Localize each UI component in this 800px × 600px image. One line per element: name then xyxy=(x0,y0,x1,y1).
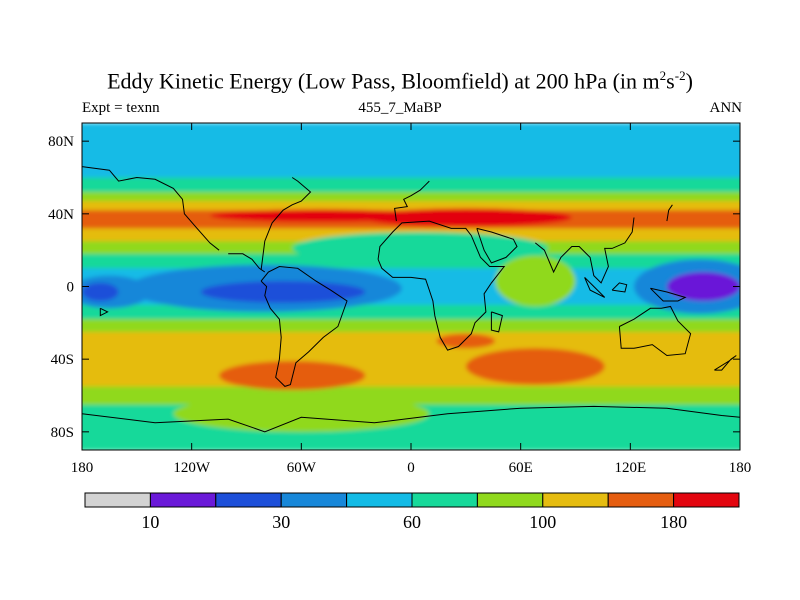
season-label: ANN xyxy=(709,100,743,116)
colorbar-segment-2 xyxy=(215,492,282,508)
field-feature-9 xyxy=(666,271,740,302)
colorbar-segment-5 xyxy=(411,492,478,508)
run-label: 455_7_MaBP xyxy=(358,100,442,116)
axes: 180 120W 60W 0 60E 120E 180 80N 40N 0 40S 80S xyxy=(48,123,751,476)
coastline-9 xyxy=(618,305,692,357)
y-tick-label-1: 40N xyxy=(48,207,74,223)
field-band-0 xyxy=(82,123,740,179)
field-feature-12 xyxy=(436,333,496,349)
field-layer xyxy=(82,123,740,450)
colorbar-segment-0 xyxy=(84,492,151,508)
x-tick-label-2: 60W xyxy=(287,460,317,476)
colorbar-label-1: 30 xyxy=(272,512,290,532)
field-band-2 xyxy=(82,192,740,202)
coastlines xyxy=(82,166,740,433)
coastline-13 xyxy=(260,177,312,271)
x-tick-label-4: 60E xyxy=(509,460,533,476)
x-tick-label-1: 120W xyxy=(173,460,211,476)
field-band-11 xyxy=(82,331,740,388)
energy-field xyxy=(82,123,740,450)
field-band-10 xyxy=(82,319,740,333)
field-feature-2 xyxy=(292,232,549,265)
field-band-12 xyxy=(82,386,740,406)
field-feature-1 xyxy=(359,208,572,227)
colorbar-label-4: 180 xyxy=(660,512,687,532)
x-tick-label-0: 180 xyxy=(71,460,94,476)
colorbar-segment-4 xyxy=(346,492,413,508)
colorbar: 10 30 60 100 180 xyxy=(84,492,740,532)
colorbar-segment-6 xyxy=(476,492,544,508)
field-feature-13 xyxy=(173,395,430,432)
colorbar-label-0: 10 xyxy=(141,512,159,532)
coastline-4 xyxy=(476,227,518,264)
field-feature-7 xyxy=(200,281,366,303)
colorbar-label-2: 60 xyxy=(403,512,421,532)
coastline-6 xyxy=(584,277,606,298)
field-band-3 xyxy=(82,201,740,211)
colorbar-label-3: 100 xyxy=(529,512,556,532)
x-tick-label-6: 180 xyxy=(729,460,752,476)
y-tick-label-0: 80N xyxy=(48,134,74,150)
y-tick-label-3: 40S xyxy=(51,352,74,368)
coastline-15 xyxy=(394,180,430,222)
coastline-7 xyxy=(611,282,628,293)
coastline-0 xyxy=(260,265,348,387)
y-tick-label-2: 0 xyxy=(67,280,75,296)
field-feature-3 xyxy=(495,255,576,307)
coastline-11 xyxy=(82,405,740,433)
y-tick-label-4: 80S xyxy=(51,425,74,441)
field-band-9 xyxy=(82,304,740,320)
coastline-16 xyxy=(99,307,109,317)
coastline-5 xyxy=(534,217,635,284)
colorbar-segment-7 xyxy=(542,492,609,508)
coastline-10 xyxy=(714,355,737,371)
field-feature-11 xyxy=(465,348,605,385)
coastline-8 xyxy=(650,287,687,302)
field-feature-5 xyxy=(82,282,119,302)
coastline-2 xyxy=(377,220,506,351)
coastline-12 xyxy=(82,166,220,251)
coastline-3 xyxy=(490,311,503,333)
field-band-1 xyxy=(82,177,740,193)
colorbar-segment-1 xyxy=(149,492,217,508)
experiment-label: Expt = texnn xyxy=(82,100,160,116)
colorbar-segment-8 xyxy=(607,492,675,508)
x-tick-label-5: 120E xyxy=(614,460,646,476)
x-tick-label-3: 0 xyxy=(407,460,415,476)
colorbar-segment-3 xyxy=(280,492,348,508)
coastline-14 xyxy=(666,204,673,222)
chart-title: Eddy Kinetic Energy (Low Pass, Bloomfiel… xyxy=(107,68,693,94)
colorbar-segment-9 xyxy=(673,492,740,508)
